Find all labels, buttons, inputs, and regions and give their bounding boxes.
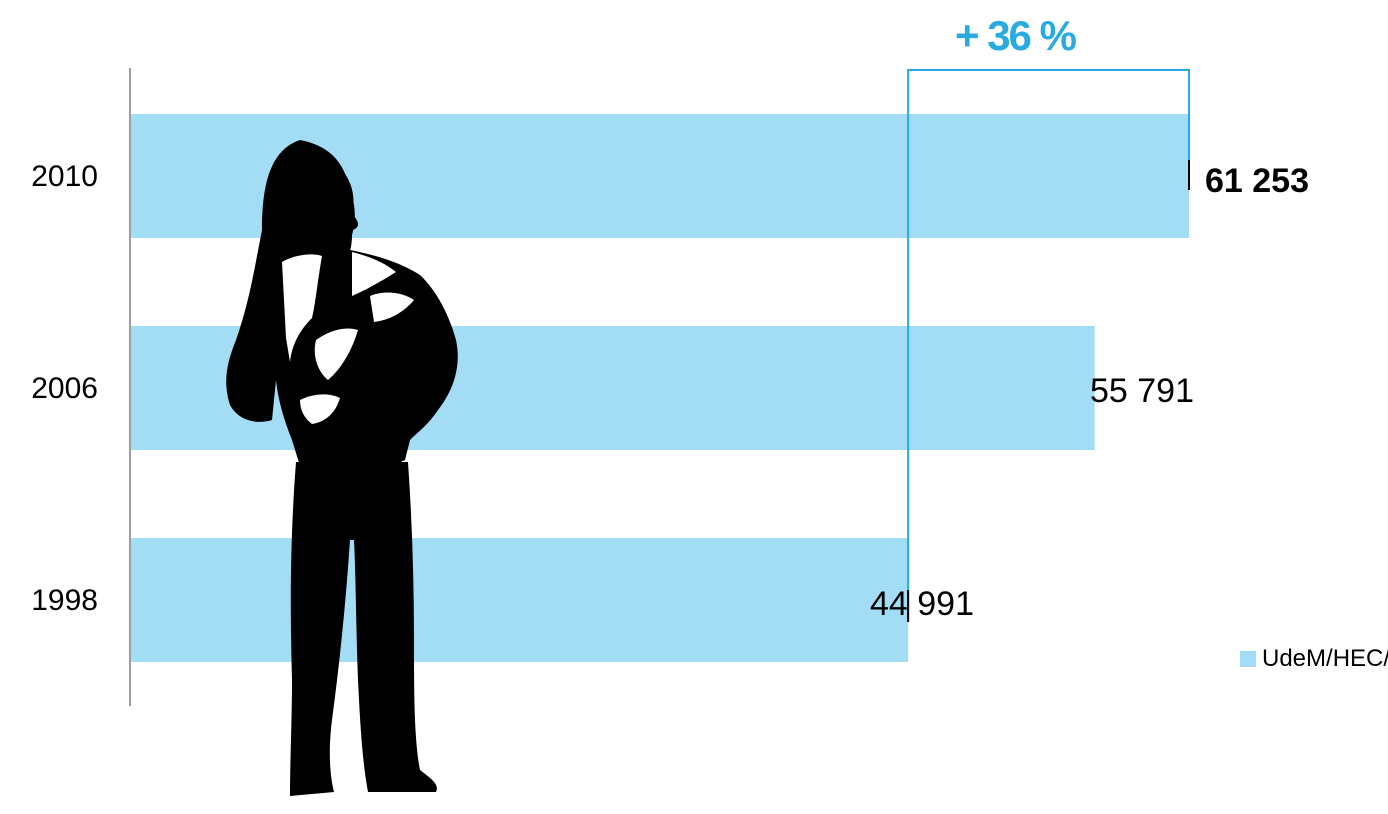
value-label-2010: 61 253 <box>1205 162 1309 200</box>
legend-label: UdeM/HEC/Poly <box>1262 645 1388 672</box>
chart-legend: UdeM/HEC/Poly <box>1240 645 1388 673</box>
category-label-2006: 2006 <box>31 372 98 405</box>
legend-swatch <box>1240 651 1256 667</box>
category-label-2010: 2010 <box>31 160 98 193</box>
bar-1998 <box>131 538 909 662</box>
growth-percentage-label: + 36 % <box>955 12 1077 59</box>
growth-bracket <box>907 69 1190 622</box>
category-label-1998: 1998 <box>31 584 98 617</box>
value-label-2006: 55 791 <box>1090 372 1194 410</box>
student-silhouette-icon <box>226 140 458 796</box>
overlay-layer: 2010 2006 1998 61 253 55 791 44 991 <box>31 69 1309 623</box>
value-label-1998: 44 991 <box>870 585 974 623</box>
